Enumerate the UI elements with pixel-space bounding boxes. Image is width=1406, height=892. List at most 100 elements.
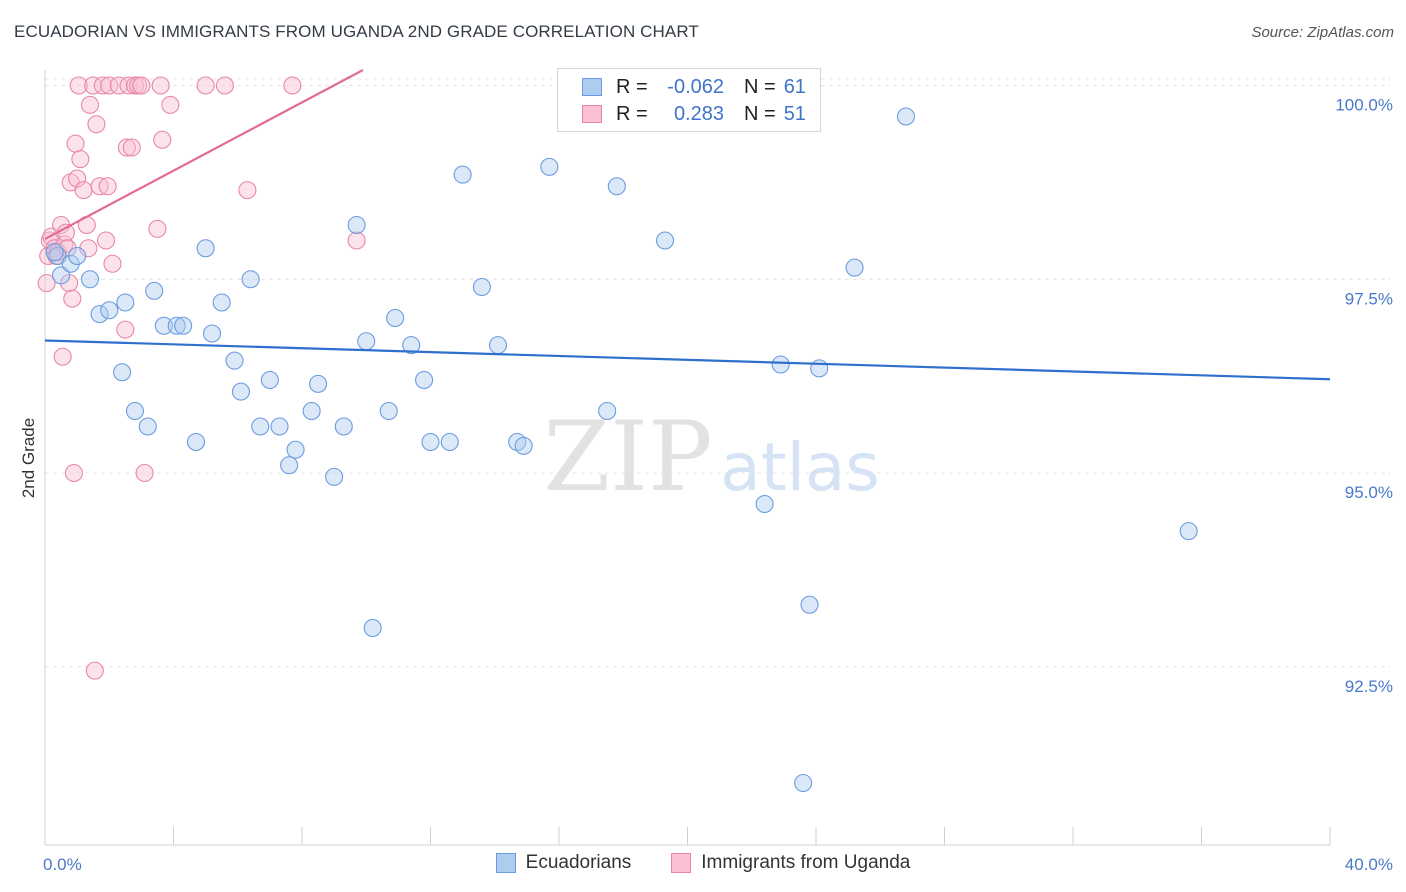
- ecuadorian-point: [138, 417, 157, 436]
- uganda-point: [63, 289, 82, 308]
- uganda-point: [153, 130, 172, 149]
- uganda-point: [37, 274, 56, 293]
- uganda-point: [215, 76, 234, 95]
- uganda-point: [122, 138, 141, 157]
- legend-swatch-blue: [582, 78, 602, 96]
- uganda-point: [161, 95, 180, 114]
- ecuadorian-point: [402, 336, 421, 355]
- ecuadorian-point: [154, 316, 173, 335]
- uganda-point: [238, 181, 257, 200]
- y-tick-label: 100.0%: [1335, 96, 1393, 115]
- uganda-point: [64, 463, 83, 483]
- ecuadorian-point: [309, 374, 328, 393]
- ecuadorian-point: [167, 316, 186, 335]
- uganda-point: [132, 76, 151, 95]
- ecuadorian-point: [347, 215, 366, 235]
- ecuadorian-point: [540, 157, 559, 176]
- ecuadorian-point: [212, 293, 231, 312]
- y-tick-label: 95.0%: [1345, 483, 1393, 502]
- series-legend: Ecuadorians Immigrants from Uganda: [0, 852, 1406, 874]
- ecuadorian-point: [270, 417, 289, 436]
- ecuadorian-point: [225, 351, 244, 370]
- uganda-point: [93, 76, 112, 95]
- ecuadorian-point: [800, 595, 819, 614]
- ecuadorian-point: [203, 324, 222, 343]
- ecuadorian-point: [386, 308, 405, 328]
- source-label: Source: ZipAtlas.com: [1251, 24, 1394, 41]
- ecuadorian-point: [896, 107, 916, 126]
- ecuadorian-point: [415, 370, 434, 390]
- uganda-point: [148, 219, 167, 238]
- legend-item-uganda[interactable]: Immigrants from Uganda: [671, 852, 910, 874]
- uganda-point: [66, 134, 85, 153]
- tick-labels: 92.5% 95.0% 97.5% 100.0% 0.0% 40.0%: [43, 96, 1393, 875]
- x-tick-label: 40.0%: [1345, 855, 1393, 874]
- y-tick-label: 92.5%: [1345, 677, 1393, 696]
- ecuadorian-point: [845, 258, 864, 277]
- legend-row-uganda: R = 0.283 N = 51: [582, 101, 806, 127]
- uganda-trend-line: [44, 69, 364, 240]
- uganda-point: [103, 254, 122, 273]
- ecuadorian-point: [334, 417, 353, 436]
- ecuadorian-point: [52, 266, 71, 285]
- uganda-point: [98, 177, 117, 196]
- ecuadorian-point: [488, 336, 508, 355]
- r-value: -0.062: [667, 75, 724, 98]
- legend-row-ecuadorians: R = -0.062 N = 61: [582, 74, 806, 100]
- uganda-point: [117, 138, 136, 157]
- ecuadorian-point: [655, 231, 675, 250]
- ecuadorian-point: [286, 440, 305, 459]
- uganda-point: [69, 76, 88, 95]
- ecuadorian-point: [607, 177, 626, 196]
- uganda-point: [53, 347, 72, 366]
- legend-swatch-pink: [671, 853, 692, 873]
- r-label: R =: [616, 75, 648, 98]
- ecuadorian-point: [453, 165, 472, 184]
- gridlines: [45, 78, 1390, 668]
- ecuadorian-point: [379, 401, 398, 421]
- ecuadorian-point: [325, 467, 344, 486]
- uganda-point: [347, 231, 366, 250]
- ecuadorian-point: [90, 305, 109, 324]
- legend-item-ecuadorians[interactable]: Ecuadorians: [495, 852, 632, 874]
- y-axis-title: 2nd Grade: [19, 418, 38, 498]
- uganda-point: [196, 76, 215, 95]
- trend-lines: [44, 69, 1331, 381]
- n-label: N =: [744, 75, 776, 98]
- chart-title: ECUADORIAN VS IMMIGRANTS FROM UGANDA 2ND…: [14, 22, 699, 41]
- ecuadorian-point: [113, 363, 132, 382]
- ecuadorian-point: [241, 270, 260, 289]
- ecuadorian-point: [598, 401, 617, 421]
- uganda-point: [68, 169, 87, 188]
- ecuadorian-point: [440, 432, 459, 452]
- ecuadorian-point: [68, 246, 87, 266]
- ecuadorian-point: [45, 243, 64, 262]
- ecuadorian-point: [231, 382, 251, 401]
- r-value: 0.283: [673, 102, 724, 125]
- legend-label: Ecuadorians: [525, 852, 632, 873]
- ecuadorian-point: [755, 494, 774, 514]
- ecuadorian-point: [363, 618, 382, 638]
- ecuadorian-point: [771, 355, 790, 374]
- ecuadorian-point: [302, 401, 321, 421]
- uganda-point: [109, 76, 128, 95]
- ecuadorian-point: [357, 332, 376, 351]
- uganda-point: [84, 76, 103, 95]
- uganda-point: [85, 661, 104, 680]
- uganda-point: [283, 76, 302, 95]
- uganda-point: [96, 231, 116, 250]
- legend-label: Immigrants from Uganda: [701, 852, 911, 873]
- uganda-point: [151, 76, 170, 95]
- ecuadorian-point: [100, 301, 119, 320]
- ecuadorian-point: [125, 401, 144, 421]
- ecuadorian-point: [280, 456, 299, 475]
- ecuadorian-point: [1179, 522, 1198, 541]
- ecuadorian-point: [421, 432, 440, 452]
- ecuadorian-point: [80, 270, 100, 289]
- y-tick-label: 97.5%: [1345, 289, 1393, 308]
- watermark-zip: ZIP: [543, 401, 712, 513]
- x-tick-label: 0.0%: [43, 855, 82, 874]
- ecuadorian-points: [45, 76, 1198, 793]
- ecuadorian-point: [514, 436, 533, 455]
- ecuadorian-point: [472, 277, 491, 297]
